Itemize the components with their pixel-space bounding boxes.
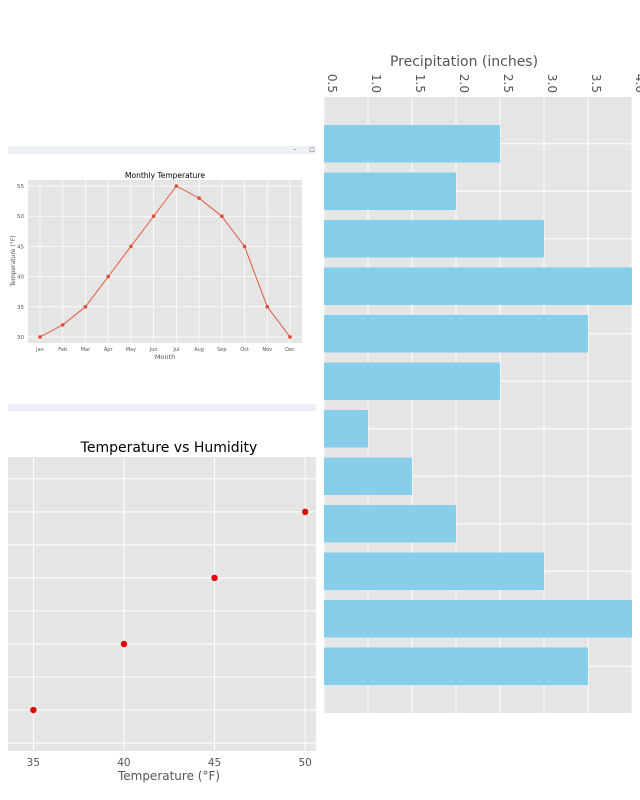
bar-chart-bar	[324, 552, 544, 590]
line-chart-point	[151, 214, 156, 219]
line-chart-y-tick-label: 30	[17, 335, 24, 341]
line-chart-window: – ☐ Monthly Temperature 30 35 40 45 50 55 Jan…	[8, 146, 316, 361]
line-chart-x-tick-label: Oct	[240, 347, 249, 353]
line-chart-point	[106, 274, 110, 279]
line-chart-line	[39, 185, 291, 338]
bar-chart-x-tick-label: 1.5	[413, 74, 427, 93]
line-chart-point	[242, 244, 247, 249]
scatter-chart-point	[30, 706, 37, 714]
line-chart-y-tick-label: 40	[17, 275, 24, 281]
line-chart-x-tick-label: Nov	[262, 347, 272, 353]
line-chart-y-label: Temperature (°F)	[10, 235, 17, 287]
scatter-chart-points	[30, 508, 309, 714]
bar-chart-x-tick-label: 4.0	[633, 74, 640, 93]
bar-chart-bar	[324, 410, 368, 448]
line-chart-plot-area	[28, 180, 302, 343]
line-chart-point	[83, 304, 88, 309]
scatter-chart-gridlines	[8, 457, 316, 751]
bar-chart-bar	[324, 267, 632, 305]
scatter-chart-x-label: Temperature (°F)	[117, 769, 220, 783]
bar-chart-x-tick-label: 0.5	[325, 74, 339, 93]
line-chart-x-tick-label: Sep	[217, 347, 226, 353]
line-chart-title: Monthly Temperature	[125, 171, 205, 180]
bar-chart-bar	[324, 600, 632, 638]
line-chart-point	[129, 244, 133, 249]
window-titlebar-strip	[8, 404, 316, 411]
line-chart-point	[60, 323, 65, 327]
bar-chart-x-ticks: 0.5 1.0 1.5 2.0 2.5 3.0 3.5 4.0	[325, 74, 640, 93]
bar-chart-bar	[324, 125, 500, 163]
line-chart-gridlines	[28, 180, 302, 343]
line-chart-x-tick-label: Aug	[194, 347, 204, 353]
scatter-chart-x-tick-label: 45	[208, 757, 221, 769]
bar-chart-x-tick-label: 3.0	[545, 74, 559, 93]
line-chart-y-tick-label: 45	[17, 244, 24, 250]
line-chart-y-tick-label: 50	[17, 214, 24, 220]
line-chart-x-tick-label: Jul	[172, 347, 179, 353]
line-chart-x-tick-label: Apr	[104, 347, 114, 353]
scatter-chart-point	[211, 574, 218, 582]
line-chart-x-ticks: Jan Feb Mar Apr May Jun Jul Aug Sep Oct Nov Dec	[35, 347, 295, 353]
line-chart-y-tick-label: 55	[17, 184, 24, 190]
scatter-chart-x-ticks: 35 40 45 50	[27, 757, 312, 769]
scatter-chart-point	[301, 508, 309, 516]
scatter-chart-x-tick-label: 35	[27, 757, 40, 769]
bar-chart-bar	[324, 505, 456, 543]
scatter-chart-x-tick-label: 50	[298, 757, 311, 769]
bar-chart-x-label: Precipitation (inches)	[390, 54, 538, 70]
bar-chart: Precipitation (inches) 0.5 1.0 1.5 2.0 2.5 3.…	[323, 54, 640, 713]
line-chart-point	[38, 335, 42, 339]
scatter-chart-point	[120, 640, 128, 648]
line-chart-x-tick-label: Feb	[58, 347, 67, 353]
line-chart-point	[220, 214, 224, 219]
line-chart-y-ticks: 30 35 40 45 50 55	[17, 184, 24, 341]
line-chart-series	[38, 184, 292, 339]
bar-chart-x-tick-label: 1.0	[369, 74, 383, 93]
line-chart-x-label: Month	[155, 353, 175, 361]
line-chart-point	[265, 304, 270, 309]
bar-chart-bar	[324, 220, 544, 258]
line-chart-x-tick-label: Dec	[285, 347, 295, 353]
line-chart-point	[288, 335, 292, 339]
scatter-chart-x-tick-label: 40	[117, 757, 130, 769]
bar-chart-bars	[324, 125, 632, 685]
line-chart-x-tick-label: Mar	[81, 347, 91, 353]
line-chart-x-tick-label: May	[126, 347, 136, 353]
scatter-chart-title: Temperature vs Humidity	[80, 440, 258, 456]
bar-chart-bar	[324, 172, 456, 210]
line-chart-x-tick-label: Jan	[35, 347, 44, 353]
bar-chart-bar	[324, 457, 412, 495]
bar-chart-bar	[324, 362, 500, 400]
bar-chart-x-tick-label: 2.0	[457, 74, 471, 93]
line-chart-y-tick-label: 35	[17, 305, 24, 311]
bar-chart-bar	[324, 647, 588, 685]
bar-chart-x-tick-label: 3.5	[589, 74, 603, 93]
scatter-chart-plot-area	[8, 457, 316, 751]
line-chart-x-tick-label: Jun	[149, 347, 158, 353]
bar-chart-x-tick-label: 2.5	[501, 74, 515, 93]
bar-chart-bar	[324, 315, 588, 353]
minimize-icon[interactable]: –	[294, 147, 297, 154]
line-chart-point	[197, 196, 201, 200]
window-titlebar	[8, 146, 316, 154]
maximize-icon[interactable]: ☐	[309, 147, 314, 154]
scatter-chart: Temperature vs Humidity 35 40 45 50 Tempera…	[8, 404, 316, 783]
line-chart-point	[174, 184, 179, 188]
